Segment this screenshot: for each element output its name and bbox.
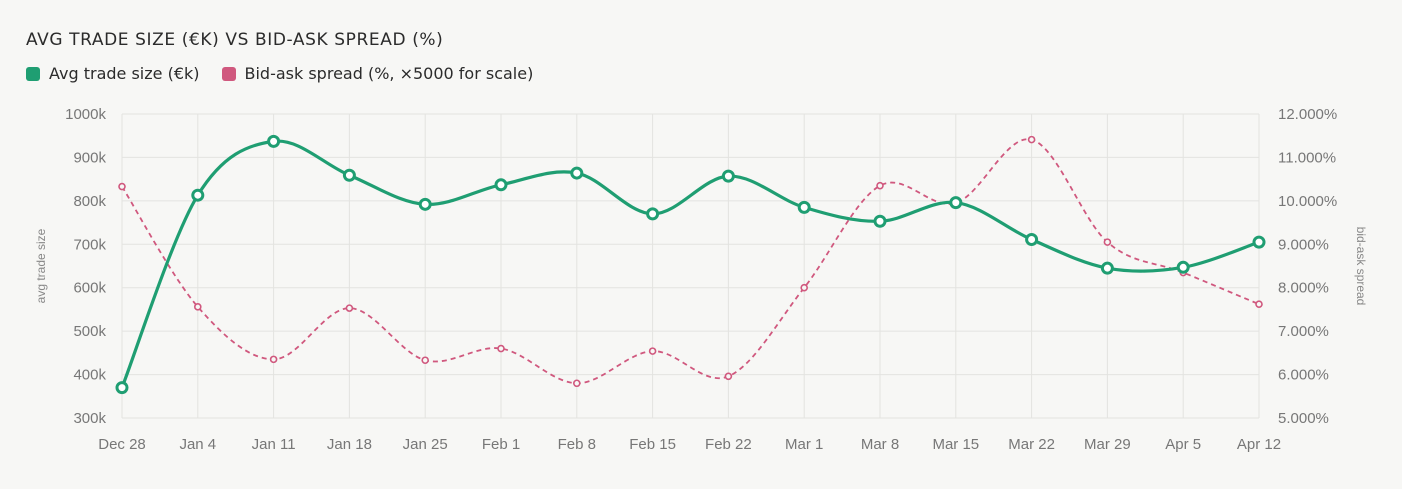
spread-point[interactable] <box>421 356 430 365</box>
trade-size-point[interactable] <box>418 197 432 211</box>
right-tick-label: 9.000% <box>1278 236 1329 253</box>
spread-point[interactable] <box>876 181 884 190</box>
x-tick-label: Jan 18 <box>327 436 372 453</box>
right-tick-label: 6.000% <box>1278 367 1329 384</box>
spread-point[interactable] <box>497 344 505 353</box>
spread-point[interactable] <box>724 372 733 381</box>
x-tick-label: Mar 15 <box>932 436 979 453</box>
trade-size-point[interactable] <box>267 134 281 148</box>
trade-size-point[interactable] <box>342 168 356 182</box>
x-tick-label: Feb 1 <box>482 436 520 453</box>
trade-size-point[interactable] <box>797 200 811 214</box>
right-tick-label: 8.000% <box>1278 280 1329 297</box>
legend-label-trade-size: Avg trade size (€k) <box>49 64 200 83</box>
spread-point[interactable] <box>194 303 202 311</box>
right-tick-label: 11.000% <box>1278 149 1336 166</box>
right-axis-title: bid-ask spread <box>1354 227 1368 306</box>
spread-point[interactable] <box>118 182 126 191</box>
left-tick-label: 900k <box>73 149 106 166</box>
spread-point[interactable] <box>1103 238 1112 246</box>
spread-point[interactable] <box>345 304 354 312</box>
x-tick-label: Dec 28 <box>98 436 146 453</box>
x-tick-label: Mar 29 <box>1084 436 1131 453</box>
trade-size-point[interactable] <box>494 178 508 192</box>
trade-size-point[interactable] <box>721 169 735 183</box>
trade-size-point[interactable] <box>191 188 205 202</box>
x-tick-label: Jan 4 <box>179 436 216 453</box>
x-tick-label: Feb 8 <box>558 436 596 453</box>
x-tick-label: Feb 22 <box>705 436 752 453</box>
trade-size-point[interactable] <box>1176 260 1190 274</box>
left-axis-ticks: 300k 400k 500k 600k 700k 800k 900k 1000k <box>65 106 106 427</box>
trade-size-line <box>120 139 1260 389</box>
chart-title: AVG TRADE SIZE (€K) VS BID-ASK SPREAD (%… <box>26 30 444 50</box>
legend-label-spread: Bid-ask spread (%, ×5000 for scale) <box>244 64 534 83</box>
legend: Avg trade size (€k) Bid-ask spread (%, ×… <box>26 64 555 83</box>
spread-point[interactable] <box>1255 300 1263 309</box>
legend-swatch-trade-size <box>26 66 40 81</box>
x-axis-ticks: Dec 28 Jan 4 Jan 11 Jan 18 Jan 25 Feb 1 Feb 8 F… <box>98 436 1281 453</box>
x-tick-label: Feb 15 <box>629 436 676 453</box>
spread-line <box>121 138 1260 385</box>
left-tick-label: 500k <box>73 323 106 340</box>
trade-size-point[interactable] <box>570 166 584 180</box>
left-tick-label: 800k <box>73 193 106 210</box>
x-tick-label: Jan 25 <box>403 436 448 453</box>
legend-item-trade-size[interactable]: Avg trade size (€k) <box>26 64 200 83</box>
trade-size-point[interactable] <box>949 196 963 210</box>
left-tick-label: 400k <box>73 367 106 384</box>
right-tick-label: 7.000% <box>1278 323 1329 340</box>
trade-size-point[interactable] <box>115 381 129 395</box>
spread-point[interactable] <box>572 379 581 388</box>
left-tick-label: 300k <box>73 410 106 427</box>
right-tick-label: 12.000% <box>1278 106 1337 123</box>
series-trade-size <box>115 134 1266 395</box>
x-tick-label: Mar 1 <box>785 436 823 453</box>
spread-point[interactable] <box>800 283 809 292</box>
gridlines <box>121 113 1260 419</box>
trade-size-point[interactable] <box>1100 261 1114 275</box>
x-tick-label: Apr 5 <box>1165 436 1201 453</box>
spread-point[interactable] <box>1027 135 1036 144</box>
trade-size-point[interactable] <box>873 214 887 228</box>
trade-size-point[interactable] <box>1252 235 1266 249</box>
legend-item-spread[interactable]: Bid-ask spread (%, ×5000 for scale) <box>221 64 534 83</box>
x-tick-label: Mar 8 <box>861 436 899 453</box>
right-tick-label: 10.000% <box>1278 193 1337 210</box>
left-tick-label: 700k <box>73 236 106 253</box>
left-tick-label: 600k <box>73 280 106 297</box>
left-tick-label: 1000k <box>65 106 106 123</box>
x-tick-label: Apr 12 <box>1237 436 1281 453</box>
trade-size-point[interactable] <box>646 207 660 221</box>
right-axis-ticks: 5.000% 6.000% 7.000% 8.000% 9.000% 10.000% 11.… <box>1278 106 1337 427</box>
right-tick-label: 5.000% <box>1278 410 1329 427</box>
trade-size-point[interactable] <box>1025 233 1039 247</box>
spread-point[interactable] <box>648 347 657 355</box>
series-spread <box>118 135 1263 388</box>
spread-point[interactable] <box>269 355 278 364</box>
legend-swatch-spread <box>221 66 236 81</box>
left-axis-title: avg trade size <box>34 228 48 303</box>
x-tick-label: Jan 11 <box>252 436 296 453</box>
x-tick-label: Mar 22 <box>1008 436 1055 453</box>
